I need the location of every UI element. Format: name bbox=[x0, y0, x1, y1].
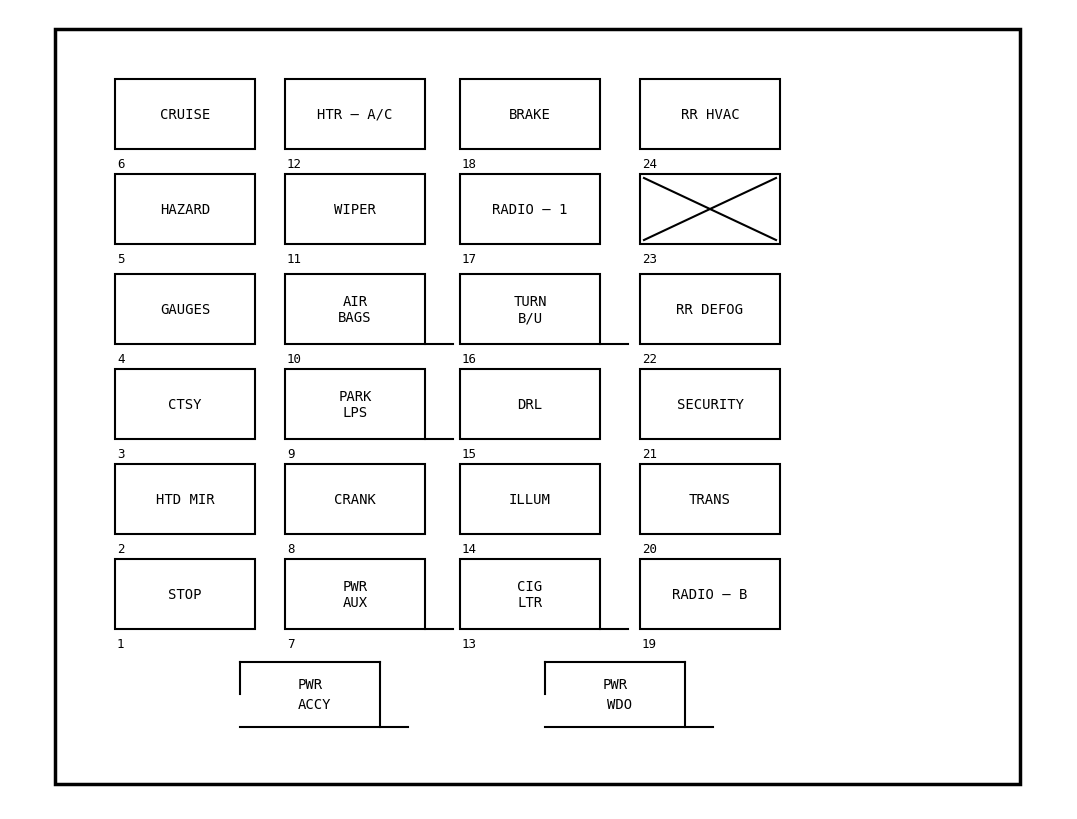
Bar bbox=[640, 369, 780, 440]
Text: TRANS: TRANS bbox=[689, 492, 731, 506]
Text: LTR: LTR bbox=[517, 595, 543, 609]
Bar bbox=[460, 559, 600, 629]
Text: 12: 12 bbox=[286, 158, 302, 171]
Text: 15: 15 bbox=[462, 447, 477, 460]
Text: LPS: LPS bbox=[342, 405, 367, 419]
Text: PWR: PWR bbox=[342, 579, 367, 593]
Text: PWR: PWR bbox=[297, 677, 323, 691]
Text: HTR – A/C: HTR – A/C bbox=[318, 108, 393, 122]
Bar bbox=[460, 80, 600, 150]
Text: 6: 6 bbox=[117, 158, 125, 171]
Bar bbox=[460, 174, 600, 245]
Text: 16: 16 bbox=[462, 352, 477, 365]
Text: AUX: AUX bbox=[342, 595, 367, 609]
Text: 7: 7 bbox=[286, 637, 294, 650]
Text: 17: 17 bbox=[462, 253, 477, 265]
Bar bbox=[285, 80, 425, 150]
Text: WDO: WDO bbox=[607, 697, 632, 711]
Bar bbox=[640, 174, 780, 245]
Bar bbox=[460, 274, 600, 345]
Text: GAUGES: GAUGES bbox=[159, 303, 210, 317]
Text: ILLUM: ILLUM bbox=[509, 492, 551, 506]
Bar bbox=[460, 464, 600, 534]
Text: BAGS: BAGS bbox=[338, 310, 372, 324]
Bar bbox=[460, 369, 600, 440]
Text: 9: 9 bbox=[286, 447, 294, 460]
Text: RR HVAC: RR HVAC bbox=[681, 108, 739, 122]
Text: 20: 20 bbox=[642, 542, 657, 555]
Text: 3: 3 bbox=[117, 447, 125, 460]
Text: DRL: DRL bbox=[517, 397, 543, 411]
Text: SECURITY: SECURITY bbox=[676, 397, 743, 411]
Text: ACCY: ACCY bbox=[298, 697, 332, 711]
Text: RADIO – B: RADIO – B bbox=[672, 587, 747, 601]
Text: 1: 1 bbox=[117, 637, 125, 650]
Text: 21: 21 bbox=[642, 447, 657, 460]
Bar bbox=[115, 369, 255, 440]
Bar bbox=[285, 174, 425, 245]
Bar bbox=[115, 274, 255, 345]
Text: 4: 4 bbox=[117, 352, 125, 365]
Text: CTSY: CTSY bbox=[168, 397, 201, 411]
Text: STOP: STOP bbox=[168, 587, 201, 601]
Text: PARK: PARK bbox=[338, 390, 372, 404]
Text: WIPER: WIPER bbox=[334, 203, 376, 217]
Bar bbox=[115, 80, 255, 150]
Bar bbox=[55, 30, 1020, 784]
Text: 23: 23 bbox=[642, 253, 657, 265]
Text: 5: 5 bbox=[117, 253, 125, 265]
Bar bbox=[285, 464, 425, 534]
Text: HAZARD: HAZARD bbox=[159, 203, 210, 217]
Text: HTD MIR: HTD MIR bbox=[156, 492, 214, 506]
Bar bbox=[115, 174, 255, 245]
Text: CIG: CIG bbox=[517, 579, 543, 593]
Text: RR DEFOG: RR DEFOG bbox=[676, 303, 743, 317]
Text: B/U: B/U bbox=[517, 310, 543, 324]
Bar bbox=[640, 559, 780, 629]
Text: BRAKE: BRAKE bbox=[509, 108, 551, 122]
Text: 24: 24 bbox=[642, 158, 657, 171]
Text: 14: 14 bbox=[462, 542, 477, 555]
Bar bbox=[285, 369, 425, 440]
Bar bbox=[115, 559, 255, 629]
Bar bbox=[115, 464, 255, 534]
Text: RADIO – 1: RADIO – 1 bbox=[492, 203, 568, 217]
Text: CRANK: CRANK bbox=[334, 492, 376, 506]
Text: 11: 11 bbox=[286, 253, 302, 265]
Bar bbox=[285, 274, 425, 345]
Text: 13: 13 bbox=[462, 637, 477, 650]
Bar bbox=[640, 274, 780, 345]
Text: 18: 18 bbox=[462, 158, 477, 171]
Text: 2: 2 bbox=[117, 542, 125, 555]
Text: CRUISE: CRUISE bbox=[159, 108, 210, 122]
Text: TURN: TURN bbox=[514, 295, 547, 309]
Text: 19: 19 bbox=[642, 637, 657, 650]
Bar bbox=[285, 559, 425, 629]
Text: PWR: PWR bbox=[602, 677, 628, 691]
Text: 10: 10 bbox=[286, 352, 302, 365]
Bar bbox=[640, 464, 780, 534]
Text: 22: 22 bbox=[642, 352, 657, 365]
Text: AIR: AIR bbox=[342, 295, 367, 309]
Bar bbox=[640, 80, 780, 150]
Text: 8: 8 bbox=[286, 542, 294, 555]
